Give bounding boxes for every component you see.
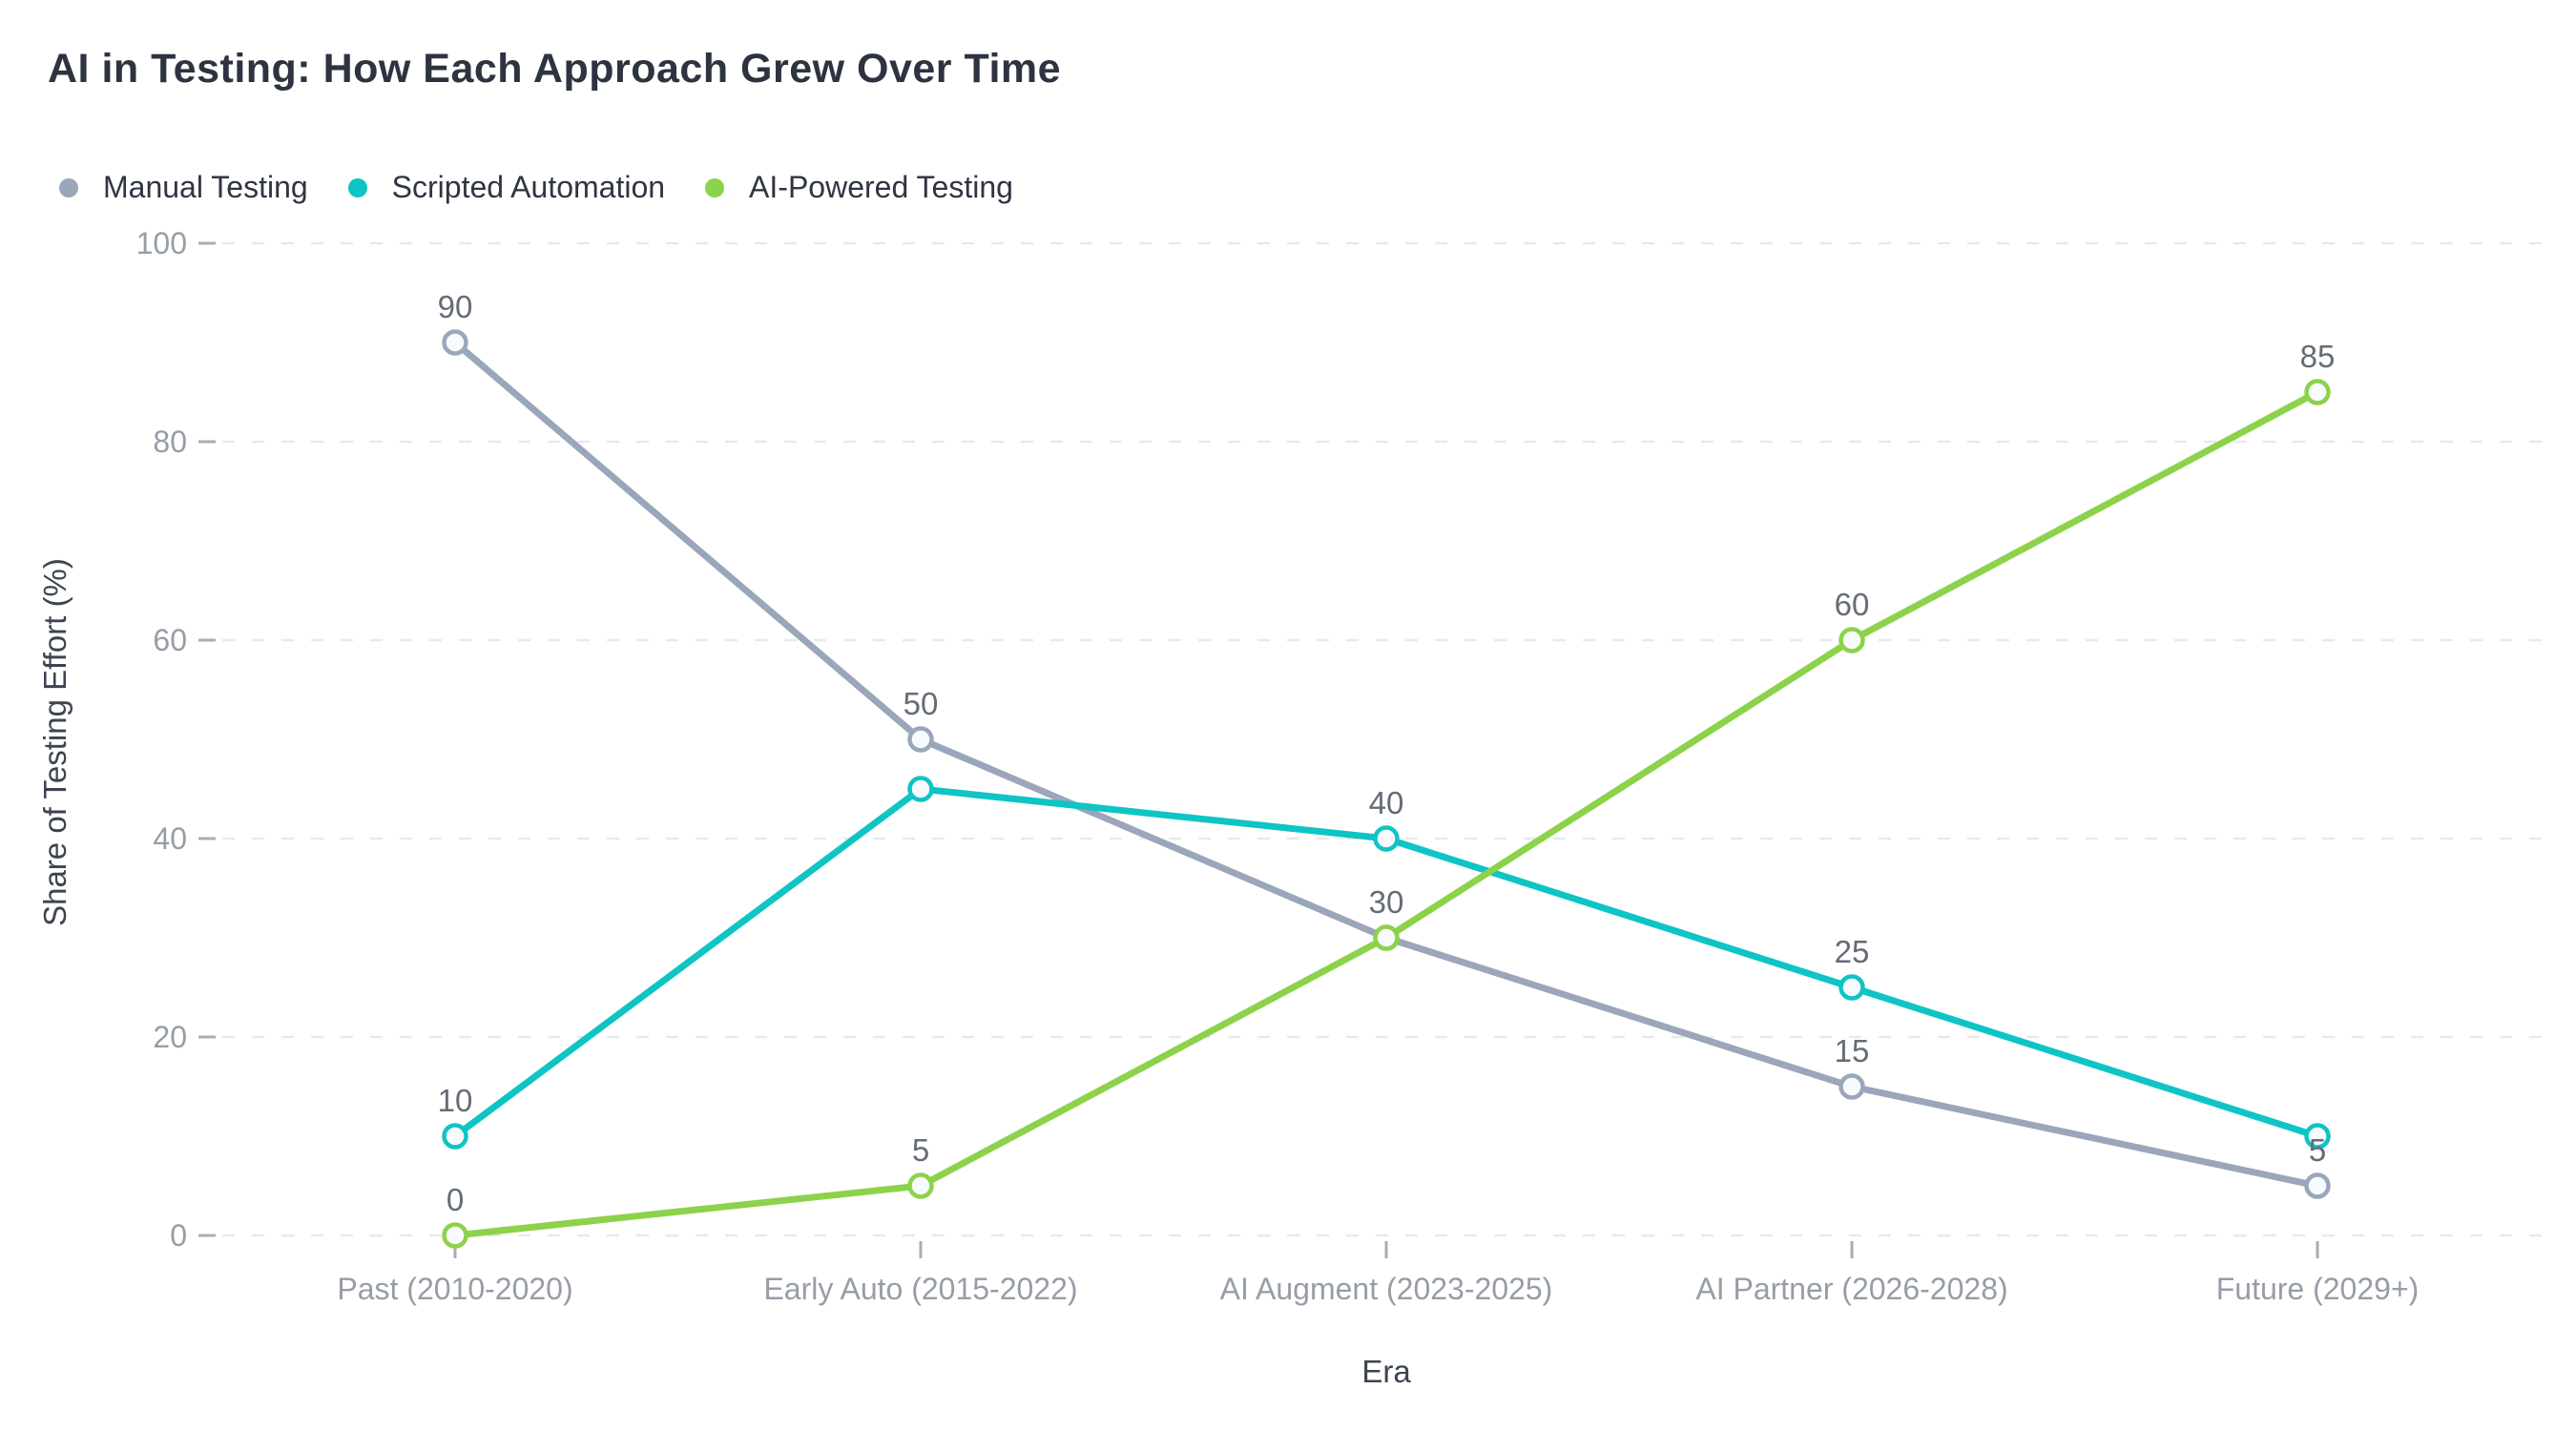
data-label-scripted-automation: 40	[1369, 785, 1404, 820]
legend-dot-icon	[705, 177, 725, 197]
data-label-ai-powered-testing: 30	[1369, 884, 1404, 920]
x-tick-label: Future (2029+)	[2216, 1272, 2420, 1306]
legend-dot-icon	[347, 177, 367, 197]
y-tick-label: 20	[153, 1020, 187, 1054]
data-point-marker-ai-powered-testing[interactable]	[1373, 924, 1400, 951]
y-tick-label: 100	[136, 226, 187, 260]
data-point-marker-scripted-automation[interactable]	[907, 776, 934, 802]
x-tick-label: Early Auto (2015-2022)	[763, 1272, 1077, 1306]
legend-item-scripted-automation[interactable]: Scripted Automation	[347, 170, 666, 205]
data-point-marker-scripted-automation[interactable]	[1839, 974, 1865, 1001]
series-line-manual-testing	[451, 339, 2321, 1190]
data-point-marker-manual-testing[interactable]	[2304, 1172, 2331, 1199]
x-tick-label: AI Augment (2023-2025)	[1220, 1272, 1553, 1306]
y-tick-label: 40	[153, 821, 187, 856]
legend-label: Scripted Automation	[391, 170, 666, 204]
data-point-marker-ai-powered-testing[interactable]	[907, 1172, 934, 1199]
data-label-ai-powered-testing: 5	[912, 1132, 929, 1168]
data-label-scripted-automation: 25	[1835, 934, 1870, 969]
y-tick-label: 0	[170, 1218, 187, 1253]
legend-dot-icon	[59, 177, 78, 197]
data-label-scripted-automation: 10	[438, 1083, 473, 1118]
chart-title: AI in Testing: How Each Approach Grew Ov…	[48, 46, 1062, 92]
data-label-ai-powered-testing: 0	[447, 1182, 464, 1217]
data-label-ai-powered-testing: 60	[1835, 587, 1870, 622]
y-tick-label: 80	[153, 425, 187, 459]
data-label-manual-testing: 90	[438, 289, 473, 324]
legend: Manual Testing Scripted Automation AI-Powe…	[59, 170, 1013, 205]
data-label-ai-powered-testing: 85	[2300, 339, 2336, 374]
data-label-manual-testing: 5	[2309, 1132, 2326, 1168]
legend-label: Manual Testing	[103, 170, 308, 204]
data-point-marker-manual-testing[interactable]	[907, 726, 934, 753]
x-tick-label: Past (2010-2020)	[337, 1272, 572, 1306]
data-point-marker-scripted-automation[interactable]	[1373, 825, 1400, 852]
data-point-marker-scripted-automation[interactable]	[442, 1123, 468, 1150]
data-label-manual-testing: 50	[904, 686, 939, 721]
data-point-marker-manual-testing[interactable]	[1839, 1073, 1865, 1100]
legend-item-ai-powered-testing[interactable]: AI-Powered Testing	[705, 170, 1013, 205]
data-point-marker-ai-powered-testing[interactable]	[1839, 627, 1865, 653]
data-point-marker-ai-powered-testing[interactable]	[442, 1222, 468, 1249]
x-axis-title: Era	[1361, 1354, 1411, 1389]
data-label-manual-testing: 15	[1835, 1033, 1870, 1068]
x-tick-label: AI Partner (2026-2028)	[1695, 1272, 2007, 1306]
data-point-marker-ai-powered-testing[interactable]	[2304, 379, 2331, 405]
legend-item-manual-testing[interactable]: Manual Testing	[59, 170, 308, 205]
y-tick-label: 60	[153, 623, 187, 657]
legend-label: AI-Powered Testing	[749, 170, 1013, 204]
data-point-marker-manual-testing[interactable]	[442, 329, 468, 356]
data-point-marker-scripted-automation[interactable]	[2304, 1123, 2331, 1150]
